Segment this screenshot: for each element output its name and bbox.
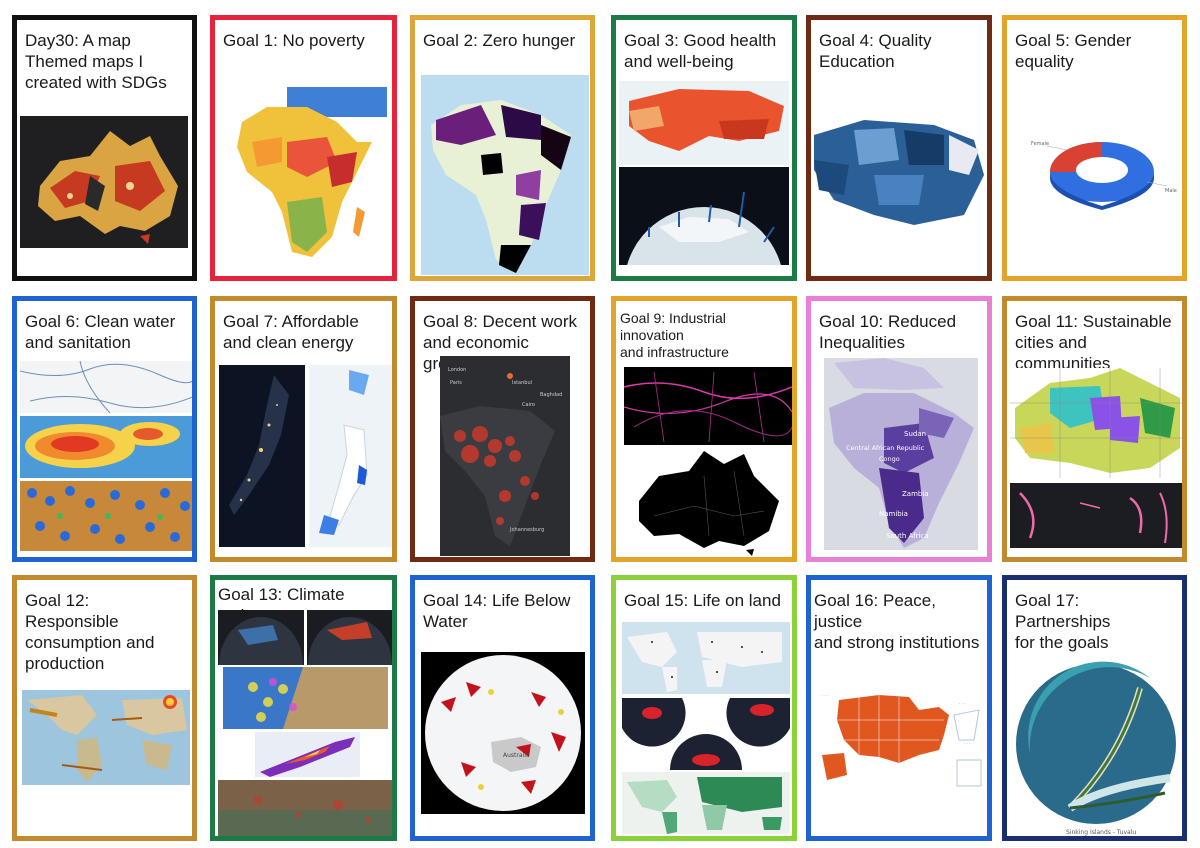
- congo-label: Congo: [879, 455, 900, 463]
- female-label: Female: [1031, 141, 1049, 147]
- card-title: Goal 11: Sustainable cities and communit…: [1015, 312, 1172, 373]
- card-title: Goal 5: Gender equality: [1015, 31, 1132, 71]
- card-title: Goal 15: Life on land: [624, 591, 781, 610]
- africa-economic-bubbles: London Paris Istanbul Cairo Baghdad Joha…: [440, 356, 570, 556]
- climate-globe-left: [218, 610, 304, 665]
- card-day30-intro: Day30: A map Themed maps I created with …: [12, 15, 197, 281]
- world-land-points: [622, 622, 790, 694]
- gender-donut-chart: Female Male: [1017, 120, 1182, 220]
- card-goal-16: Goal 16: Peace, justice and strong insti…: [806, 575, 992, 841]
- globe-health-points: [619, 167, 789, 265]
- climate-satellite-image: [218, 780, 392, 836]
- card-title: Goal 17: Partnerships for the goals: [1015, 591, 1111, 652]
- africa-poverty-map: [227, 82, 387, 262]
- card-title: Goal 9: Industrial innovation and infras…: [620, 310, 729, 360]
- card-goal-17: Goal 17: Partnerships for the goals Sink…: [1002, 575, 1187, 841]
- africa-inequality-map: Sudan Central African Republic Congo Zam…: [824, 358, 978, 550]
- land-globes-density: [622, 698, 790, 770]
- water-stress-heatmap: [20, 416, 192, 478]
- africa-hunger-map: [421, 75, 589, 275]
- svg-text:· · ·: · · ·: [959, 701, 965, 706]
- card-title: Goal 7: Affordable and clean energy: [223, 312, 359, 352]
- card-goal-1: Goal 1: No poverty: [210, 15, 397, 281]
- card-goal-11: Goal 11: Sustainable cities and communit…: [1002, 296, 1187, 562]
- coastal-cities-map: [1010, 483, 1182, 548]
- tuvalu-satellite-view: Sinking Islands - Tuvalu: [1010, 658, 1182, 836]
- card-title: Goal 14: Life Below Water: [423, 591, 571, 631]
- card-goal-3: Goal 3: Good health and well-being: [611, 15, 797, 281]
- japan-night-lights: [219, 365, 305, 547]
- card-goal-12: Goal 12: Responsible consumption and pro…: [12, 575, 197, 841]
- card-title: Goal 8: Decent work and economic growth: [423, 312, 578, 373]
- world-forest-map: [622, 772, 790, 834]
- climate-japan-heat: [255, 732, 360, 777]
- cairo-label: Cairo: [522, 402, 535, 408]
- card-goal-15: Goal 15: Life on land: [611, 575, 797, 841]
- card-goal-13: Goal 13: Climate action: [210, 575, 397, 841]
- johannesburg-label: Johannesburg: [509, 527, 544, 533]
- australia-urban-landcover: [1010, 368, 1182, 478]
- climate-globe-right: [307, 610, 392, 665]
- australia-label: Australia: [503, 752, 530, 759]
- south-africa-label: South Africa: [886, 532, 929, 540]
- world-production-map: [22, 690, 190, 785]
- card-title: Day30: A map Themed maps I created with …: [25, 31, 167, 92]
- card-goal-2: Goal 2: Zero hunger: [410, 15, 595, 281]
- london-label: London: [448, 367, 466, 373]
- card-goal-7: Goal 7: Affordable and clean energy: [210, 296, 397, 562]
- irrigation-dots-map: [20, 481, 192, 551]
- card-title: Goal 10: Reduced Inequalities: [819, 312, 957, 352]
- australia-infrastructure-map: [634, 446, 784, 556]
- river-map: [20, 361, 192, 413]
- baghdad-label: Baghdad: [540, 392, 562, 398]
- svg-text:· · ·: · · ·: [822, 693, 828, 698]
- card-title: Goal 12: Responsible consumption and pro…: [25, 591, 155, 673]
- car-label: Central African Republic: [846, 444, 925, 452]
- card-title: Goal 1: No poverty: [223, 31, 365, 50]
- card-title: Goal 6: Clean water and sanitation: [25, 312, 176, 352]
- zambia-label: Zambia: [902, 490, 929, 498]
- card-goal-9: Goal 9: Industrial innovation and infras…: [611, 296, 797, 562]
- sudan-label: Sudan: [904, 430, 926, 438]
- africa-education-map: [814, 120, 987, 225]
- svg-text:· · ·: · · ·: [964, 741, 970, 746]
- paris-label: Paris: [450, 380, 462, 386]
- card-title: Goal 2: Zero hunger: [423, 31, 576, 50]
- namibia-label: Namibia: [879, 510, 908, 518]
- card-title: Goal 16: Peace, justice and strong insti…: [814, 591, 980, 652]
- eurasia-health-map: [619, 81, 789, 165]
- card-goal-8: Goal 8: Decent work and economic growth …: [410, 296, 595, 562]
- climate-heat-hex: [223, 667, 388, 729]
- australia-hex-map: [20, 116, 188, 248]
- card-goal-5: Goal 5: Gender equality Female Male: [1002, 15, 1187, 281]
- card-title: Goal 4: Quality Education: [819, 31, 932, 71]
- card-goal-14: Goal 14: Life Below Water Australia: [410, 575, 595, 841]
- card-title: Goal 3: Good health and well-being: [624, 31, 777, 71]
- us-institutions-map: · · · · · · · · ·: [819, 685, 985, 793]
- istanbul-label: Istanbul: [512, 380, 532, 386]
- japan-energy-map: [309, 365, 392, 547]
- world-infrastructure-lines: [624, 367, 792, 445]
- tuvalu-caption: Sinking Islands - Tuvalu: [1066, 829, 1136, 836]
- ocean-globe-map: Australia: [421, 652, 585, 814]
- card-goal-4: Goal 4: Quality Education: [806, 15, 992, 281]
- card-goal-10: Goal 10: Reduced Inequalities Sudan Cent…: [806, 296, 992, 562]
- male-label: Male: [1165, 188, 1177, 194]
- card-goal-6: Goal 6: Clean water and sanitation: [12, 296, 197, 562]
